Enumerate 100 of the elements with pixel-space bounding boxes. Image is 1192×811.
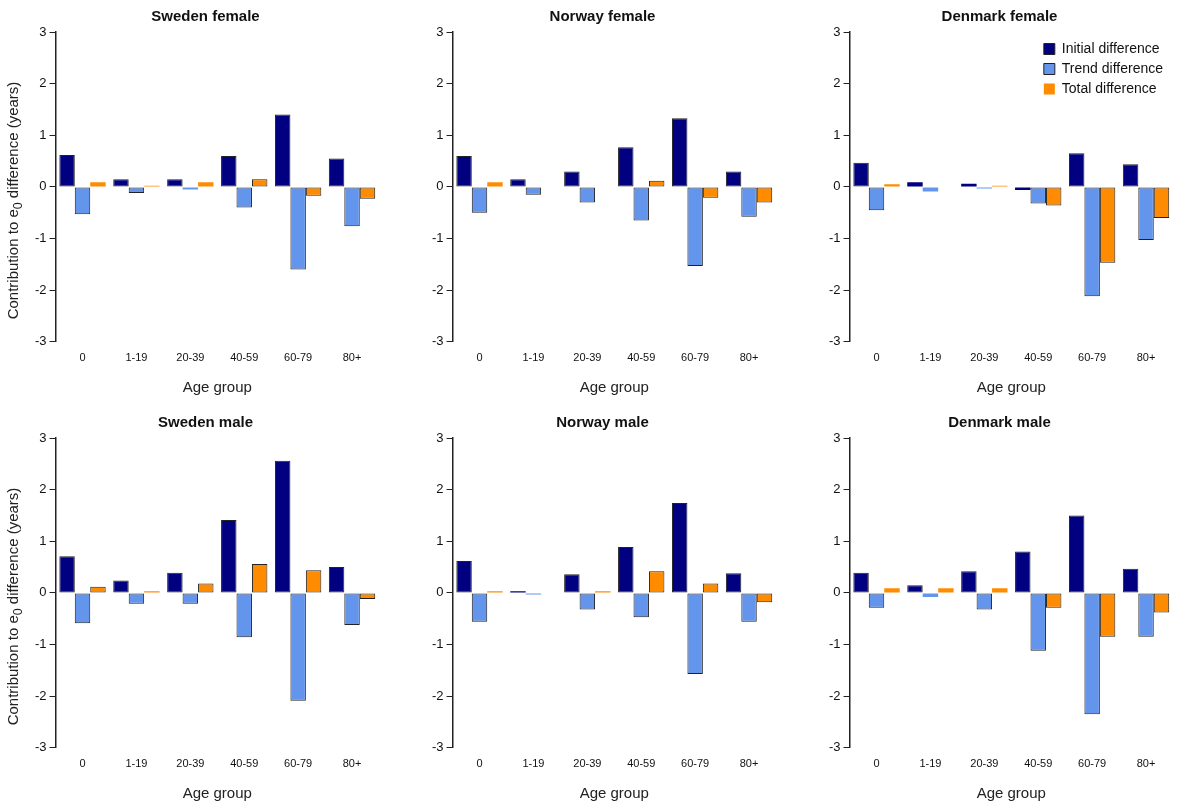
- x-axis-title: Age group: [976, 378, 1046, 396]
- y-tick-label: 2: [833, 481, 841, 497]
- legend-label: Trend difference: [1061, 59, 1164, 76]
- x-axis-title: Age group: [976, 784, 1046, 802]
- bar: [90, 182, 106, 187]
- x-tick-label: 20-39: [970, 351, 999, 364]
- y-tick-label: -3: [35, 333, 47, 349]
- bar: [1015, 187, 1031, 190]
- bar: [884, 588, 900, 593]
- y-tick-label: 0: [436, 584, 444, 600]
- x-tick-label: 0: [873, 351, 880, 364]
- y-tick-label: 1: [39, 126, 47, 142]
- x-tick-label: 0: [476, 351, 483, 364]
- bar: [182, 187, 199, 190]
- bar: [938, 588, 954, 593]
- y-tick-label: 1: [39, 532, 47, 548]
- bar: [922, 593, 939, 598]
- x-tick-label: 40-59: [230, 757, 259, 770]
- y-tick-label: -1: [829, 636, 841, 652]
- bar: [907, 182, 923, 187]
- x-tick-label: 60-79: [681, 351, 710, 364]
- x-axis-title: Age group: [579, 784, 649, 802]
- x-tick-label: 1-19: [125, 757, 148, 770]
- x-tick-label: 20-39: [573, 757, 602, 770]
- bar: [884, 184, 900, 187]
- x-tick-label: 20-39: [970, 757, 999, 770]
- y-tick-label: 1: [436, 126, 444, 142]
- x-tick-label: 0: [873, 757, 880, 770]
- y-tick-label: 0: [436, 178, 444, 194]
- x-tick-label: 0: [79, 351, 86, 364]
- chart-title: Denmark female: [941, 7, 1058, 25]
- y-tick-label: -2: [829, 687, 841, 703]
- x-tick-label: 1-19: [919, 757, 942, 770]
- x-tick-label: 1-19: [125, 351, 148, 364]
- x-tick-label: 60-79: [284, 351, 313, 364]
- x-tick-label: 1-19: [522, 757, 545, 770]
- x-tick-label: 0: [476, 757, 483, 770]
- y-tick-label: -1: [432, 230, 444, 246]
- y-tick-label: 3: [39, 429, 47, 445]
- x-tick-label: 60-79: [1078, 351, 1107, 364]
- y-tick-label: 0: [833, 584, 841, 600]
- x-tick-label: 20-39: [573, 351, 602, 364]
- x-tick-label: 40-59: [230, 351, 259, 364]
- x-axis-title: Age group: [579, 378, 649, 396]
- y-tick-label: -2: [35, 281, 47, 297]
- y-tick-label: 3: [833, 429, 841, 445]
- y-tick-label: -2: [432, 281, 444, 297]
- x-tick-label: 80+: [1136, 351, 1156, 364]
- x-tick-label: 60-79: [284, 757, 313, 770]
- x-tick-label: 60-79: [681, 757, 710, 770]
- y-tick-label: -2: [35, 687, 47, 703]
- x-tick-label: 80+: [739, 351, 759, 364]
- y-tick-label: 3: [39, 23, 47, 39]
- x-tick-label: 40-59: [627, 757, 656, 770]
- bar: [487, 182, 503, 187]
- x-tick-label: 80+: [342, 757, 362, 770]
- y-tick-label: 2: [436, 481, 444, 497]
- y-tick-label: -1: [35, 230, 47, 246]
- y-tick-label: 3: [436, 23, 444, 39]
- chart-title: Norway male: [556, 413, 649, 431]
- x-tick-label: 1-19: [919, 351, 942, 364]
- y-tick-label: -3: [829, 739, 841, 755]
- y-tick-label: -3: [829, 333, 841, 349]
- chart-title: Denmark male: [948, 413, 1051, 431]
- x-axis-title: Age group: [182, 784, 252, 802]
- y-tick-label: -3: [432, 739, 444, 755]
- chart-title: Sweden female: [151, 7, 260, 25]
- y-tick-label: -1: [829, 230, 841, 246]
- y-tick-label: 2: [39, 481, 47, 497]
- x-tick-label: 80+: [342, 351, 362, 364]
- y-tick-label: 1: [833, 126, 841, 142]
- y-tick-label: 3: [436, 429, 444, 445]
- y-tick-label: -2: [829, 281, 841, 297]
- bar: [922, 187, 939, 192]
- y-tick-label: -1: [35, 636, 47, 652]
- y-tick-label: 2: [833, 75, 841, 91]
- y-tick-label: 2: [436, 75, 444, 91]
- legend-label: Initial difference: [1061, 39, 1160, 56]
- y-tick-label: 3: [833, 23, 841, 39]
- legend-label: Total difference: [1061, 79, 1157, 96]
- bar: [992, 588, 1008, 593]
- y-tick-label: -1: [432, 636, 444, 652]
- y-tick-label: 1: [436, 532, 444, 548]
- chart-title: Sweden male: [157, 413, 254, 431]
- x-tick-label: 40-59: [1024, 757, 1053, 770]
- x-tick-label: 20-39: [176, 757, 205, 770]
- x-tick-label: 80+: [739, 757, 759, 770]
- chart-title: Norway female: [549, 7, 656, 25]
- y-tick-label: 1: [833, 532, 841, 548]
- y-tick-label: 2: [39, 75, 47, 91]
- bar: [198, 182, 214, 187]
- y-tick-label: -2: [432, 687, 444, 703]
- y-tick-label: 0: [39, 584, 47, 600]
- x-axis-title: Age group: [182, 378, 252, 396]
- x-tick-label: 80+: [1136, 757, 1156, 770]
- x-tick-label: 1-19: [522, 351, 545, 364]
- y-tick-label: -3: [35, 739, 47, 755]
- x-tick-label: 40-59: [1024, 351, 1053, 364]
- x-tick-label: 20-39: [176, 351, 205, 364]
- x-tick-label: 0: [79, 757, 86, 770]
